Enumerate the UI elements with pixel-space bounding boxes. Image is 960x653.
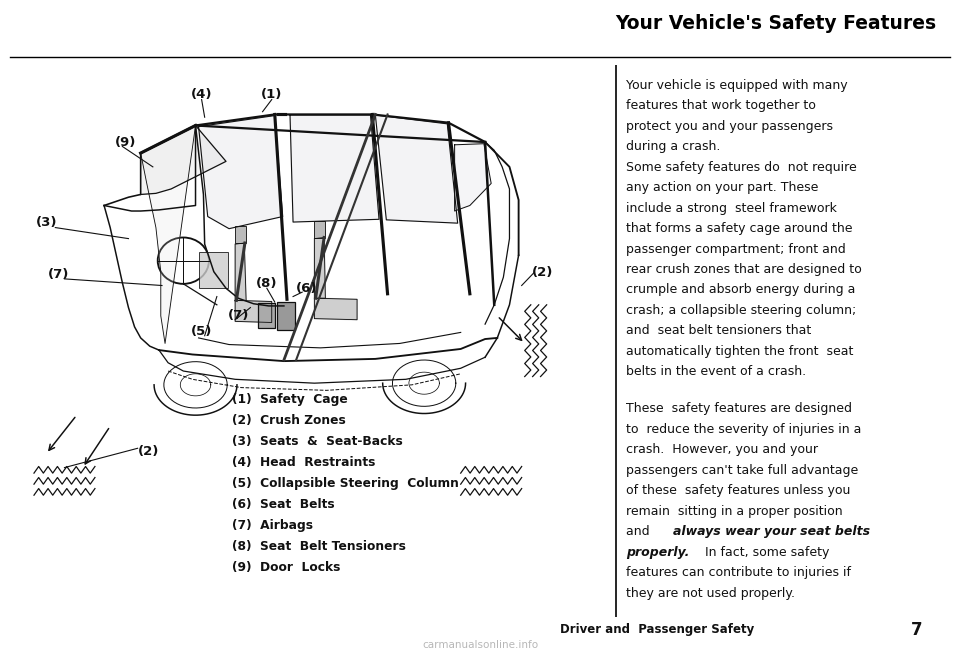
Text: crumple and absorb energy during a: crumple and absorb energy during a — [626, 283, 855, 296]
Text: 7: 7 — [911, 620, 923, 639]
Text: and  seat belt tensioners that: and seat belt tensioners that — [626, 325, 811, 338]
Text: during a crash.: during a crash. — [626, 140, 720, 153]
Bar — [315, 221, 325, 238]
Text: (8): (8) — [256, 278, 277, 291]
Polygon shape — [290, 115, 379, 222]
Text: crash; a collapsible steering column;: crash; a collapsible steering column; — [626, 304, 856, 317]
Text: (1)  Safety  Cage: (1) Safety Cage — [232, 393, 348, 406]
Polygon shape — [199, 116, 282, 229]
Text: automatically tighten the front  seat: automatically tighten the front seat — [626, 345, 853, 358]
Text: (5)  Collapsible Steering  Column: (5) Collapsible Steering Column — [232, 477, 459, 490]
Text: (5): (5) — [191, 325, 212, 338]
Text: passenger compartment; front and: passenger compartment; front and — [626, 242, 846, 255]
Text: features can contribute to injuries if: features can contribute to injuries if — [626, 566, 851, 579]
Text: properly.: properly. — [626, 546, 689, 559]
Text: Your vehicle is equipped with many: Your vehicle is equipped with many — [626, 78, 848, 91]
Text: to  reduce the severity of injuries in a: to reduce the severity of injuries in a — [626, 423, 861, 436]
Text: (2): (2) — [532, 266, 554, 279]
Bar — [276, 302, 295, 330]
Text: (7): (7) — [228, 310, 249, 323]
Text: (4)  Head  Restraints: (4) Head Restraints — [232, 456, 375, 469]
Text: they are not used properly.: they are not used properly. — [626, 587, 795, 599]
Text: These  safety features are designed: These safety features are designed — [626, 402, 852, 415]
Text: (2)  Crush Zones: (2) Crush Zones — [232, 414, 346, 427]
Polygon shape — [235, 243, 246, 300]
Text: (6): (6) — [297, 281, 318, 295]
Text: rear crush zones that are designed to: rear crush zones that are designed to — [626, 263, 862, 276]
Text: protect you and your passengers: protect you and your passengers — [626, 119, 833, 133]
Text: (8)  Seat  Belt Tensioners: (8) Seat Belt Tensioners — [232, 540, 406, 553]
Text: (6)  Seat  Belts: (6) Seat Belts — [232, 498, 335, 511]
Polygon shape — [455, 144, 492, 211]
Text: Driver and  Passenger Safety: Driver and Passenger Safety — [561, 623, 755, 636]
Text: and: and — [626, 525, 658, 538]
Text: of these  safety features unless you: of these safety features unless you — [626, 485, 851, 498]
Text: (9): (9) — [115, 136, 136, 148]
Text: always wear your seat belts: always wear your seat belts — [673, 525, 870, 538]
Text: (7)  Airbags: (7) Airbags — [232, 519, 313, 532]
Text: Some safety features do  not require: Some safety features do not require — [626, 161, 856, 174]
Polygon shape — [235, 300, 272, 323]
Text: passengers can't take full advantage: passengers can't take full advantage — [626, 464, 858, 477]
Bar — [235, 227, 246, 243]
Text: (7): (7) — [48, 268, 69, 281]
Polygon shape — [375, 115, 458, 223]
Text: crash.  However, you and your: crash. However, you and your — [626, 443, 818, 456]
Text: include a strong  steel framework: include a strong steel framework — [626, 202, 837, 215]
Polygon shape — [141, 125, 196, 343]
Polygon shape — [141, 125, 226, 195]
Text: Your Vehicle's Safety Features: Your Vehicle's Safety Features — [614, 14, 936, 33]
Text: carmanualsonline.info: carmanualsonline.info — [422, 640, 538, 650]
Text: (2): (2) — [138, 445, 159, 458]
Polygon shape — [315, 298, 357, 320]
Text: features that work together to: features that work together to — [626, 99, 816, 112]
Text: remain  sitting in a proper position: remain sitting in a proper position — [626, 505, 843, 518]
Text: that forms a safety cage around the: that forms a safety cage around the — [626, 222, 852, 235]
Text: (3)  Seats  &  Seat-Backs: (3) Seats & Seat-Backs — [232, 435, 403, 448]
Text: (9)  Door  Locks: (9) Door Locks — [232, 561, 341, 574]
Text: (1): (1) — [261, 88, 282, 101]
Text: (3): (3) — [36, 215, 57, 229]
Text: belts in the event of a crash.: belts in the event of a crash. — [626, 366, 806, 379]
Text: In fact, some safety: In fact, some safety — [697, 546, 829, 559]
Polygon shape — [315, 238, 325, 298]
Text: any action on your part. These: any action on your part. These — [626, 181, 818, 194]
Text: (4): (4) — [191, 88, 212, 101]
Bar — [258, 303, 276, 328]
Bar — [199, 253, 228, 288]
